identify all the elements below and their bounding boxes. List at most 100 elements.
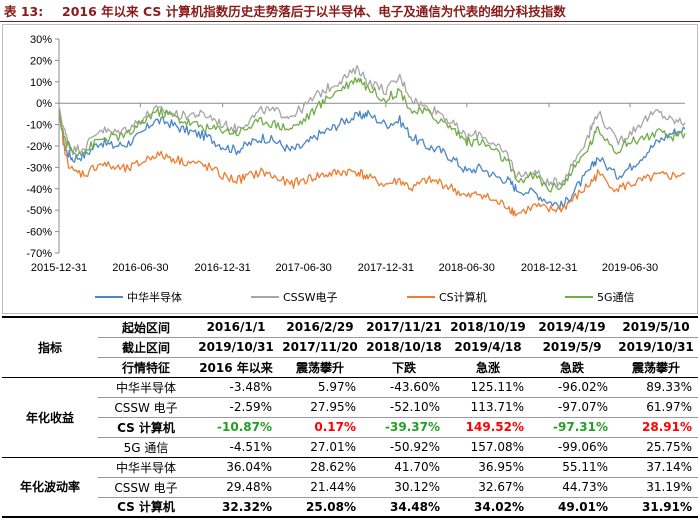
table-cell: 25.08%	[278, 496, 362, 518]
table-header-cell: 2016/2/29	[278, 316, 362, 337]
x-tick-label: 2015-12-31	[31, 262, 87, 274]
table-row-label: CSSW 电子	[98, 476, 194, 497]
table-header-cell: 震荡攀升	[278, 356, 362, 377]
x-tick-label: 2016-12-31	[195, 262, 251, 274]
table-cell: 149.52%	[446, 416, 530, 437]
table-header-cell: 2018/10/19	[446, 316, 530, 337]
table-cell: 36.95%	[446, 456, 530, 477]
table-row: CS 计算机 -10.87% 0.17% -39.37% 149.52% -97.31% 2…	[2, 416, 698, 437]
y-tick-label: -70%	[26, 248, 52, 260]
table-header-cell: 2016/1/1	[194, 316, 278, 337]
y-tick-label: -50%	[26, 205, 52, 217]
y-tick-label: 10%	[30, 77, 52, 89]
table-cell: -3.48%	[194, 376, 278, 397]
table-header-row: 截止区间 2019/10/31 2017/11/20 2018/10/18 2019/4…	[2, 336, 698, 357]
y-tick-label: -40%	[26, 184, 52, 196]
table-row-label: 5G 通信	[98, 436, 194, 457]
table-cell: 89.33%	[614, 376, 698, 397]
y-tick-label: -10%	[26, 120, 52, 132]
table-header-cell: 2019/4/19	[530, 316, 614, 337]
table-cell: 31.19%	[614, 476, 698, 497]
table-header-label: 行情特征	[98, 356, 194, 377]
table-header-cell: 2019/10/31	[614, 336, 698, 357]
table-row-label: CS 计算机	[98, 416, 194, 437]
legend-label: 5G通信	[597, 291, 635, 304]
table-header-cell: 2019/10/31	[194, 336, 278, 357]
x-tick-label: 2017-12-31	[358, 262, 414, 274]
x-tick-label: 2018-06-30	[439, 262, 495, 274]
table-header-cell: 2016 年以来	[194, 356, 278, 377]
table-cell: -10.87%	[194, 416, 278, 437]
x-tick-label: 2018-12-31	[521, 262, 577, 274]
table-header-label: 起始区间	[98, 316, 194, 337]
legend-label: CSSW电子	[283, 291, 338, 304]
table-row-label: CS 计算机	[98, 496, 194, 518]
table-group-label: 年化波动率	[2, 456, 98, 518]
table-row: 年化波动率 中华半导体 36.04% 28.62% 41.70% 36.95% 55.11%…	[2, 456, 698, 518]
table-cell: 36.04%	[194, 456, 278, 477]
legend-label: CS计算机	[439, 290, 487, 304]
table-cell: 34.02%	[446, 496, 530, 518]
table-header-label: 截止区间	[98, 336, 194, 357]
y-tick-label: 20%	[30, 55, 52, 67]
series-line	[58, 76, 686, 193]
table-cell: 44.73%	[530, 476, 614, 497]
table-cell: -4.51%	[194, 436, 278, 457]
table-group-label: 年化收益	[2, 376, 98, 457]
figure-label: 表 13:	[4, 4, 44, 19]
table-cell: -2.59%	[194, 396, 278, 417]
table-cell: 5.97%	[278, 376, 362, 397]
table-cell: 21.44%	[278, 476, 362, 497]
table-header-cell: 2017/11/20	[278, 336, 362, 357]
x-tick-label: 2016-06-30	[112, 262, 168, 274]
table-header-cell: 急涨	[446, 356, 530, 377]
table-cell: 29.48%	[194, 476, 278, 497]
table-cell: 30.12%	[362, 476, 446, 497]
table-cell: -52.10%	[362, 396, 446, 417]
table-cell: 157.08%	[446, 436, 530, 457]
table-cell: 28.91%	[614, 416, 698, 437]
table-cell: 125.11%	[446, 376, 530, 397]
table-header-row: 指标 起始区间 2016/1/1 2016/2/29 2017/11/21 2018/10…	[2, 316, 698, 377]
table-cell: -39.37%	[362, 416, 446, 437]
y-tick-label: 30%	[30, 34, 52, 46]
figure-caption: 表 13: 2016 年以来 CS 计算机指数历史走势落后于以半导体、电子及通信…	[0, 0, 700, 22]
table-cell: -96.02%	[530, 376, 614, 397]
series-line	[58, 113, 686, 217]
table-row-label: CSSW 电子	[98, 396, 194, 417]
figure-title: 2016 年以来 CS 计算机指数历史走势落后于以半导体、电子及通信为代表的细分…	[62, 4, 566, 19]
table-cell: -43.60%	[362, 376, 446, 397]
table-cell: -50.92%	[362, 436, 446, 457]
table-row: CSSW 电子 -2.59% 27.95% -52.10% 113.71% -97.07%…	[2, 396, 698, 417]
table-row: 年化收益 中华半导体 -3.48% 5.97% -43.60% 125.11% -96.02…	[2, 376, 698, 457]
stats-table: 指标 起始区间 2016/1/1 2016/2/29 2017/11/21 2018/10…	[2, 316, 698, 518]
table-cell: 34.48%	[362, 496, 446, 518]
y-tick-label: -20%	[26, 141, 52, 153]
table-cell: 61.97%	[614, 396, 698, 417]
legend-label: 中华半导体	[127, 290, 182, 304]
table-cell: 28.62%	[278, 456, 362, 477]
table-cell: 27.01%	[278, 436, 362, 457]
table-cell: 113.71%	[446, 396, 530, 417]
table-cell: -99.06%	[530, 436, 614, 457]
table-row: 5G 通信 -4.51% 27.01% -50.92% 157.08% -99.06% 25…	[2, 436, 698, 457]
table-header-cell: 2018/10/18	[362, 336, 446, 357]
stats-table-body: 指标 起始区间 2016/1/1 2016/2/29 2017/11/21 2018/10…	[2, 316, 698, 518]
table-header-cell: 下跌	[362, 356, 446, 377]
table-cell: 37.14%	[614, 456, 698, 477]
table-header-cell: 震荡攀升	[614, 356, 698, 377]
table-row: CS 计算机 32.32% 25.08% 34.48% 34.02% 49.01% 31.9…	[2, 496, 698, 518]
table-header-cell: 急跌	[530, 356, 614, 377]
y-tick-label: 0%	[36, 98, 52, 110]
table-row-label: 中华半导体	[98, 456, 194, 477]
line-chart-svg: 30% 20% 10% 0% -10% -20% -30% -40% -50% -60% -70% 2…	[26, 34, 686, 304]
table-cell: 0.17%	[278, 416, 362, 437]
table-row: CSSW 电子 29.48% 21.44% 30.12% 32.67% 44.73% 31.…	[2, 476, 698, 497]
table-cell: -97.07%	[530, 396, 614, 417]
y-tick-label: -30%	[26, 162, 52, 174]
x-tick-label: 2019-06-30	[602, 262, 658, 274]
table-header-row: 行情特征 2016 年以来 震荡攀升 下跌 急涨 急跌 震荡攀升	[2, 356, 698, 377]
table-header-cell: 2019/5/9	[530, 336, 614, 357]
table-row-label: 中华半导体	[98, 376, 194, 397]
table-header-cell: 2019/5/10	[614, 316, 698, 337]
